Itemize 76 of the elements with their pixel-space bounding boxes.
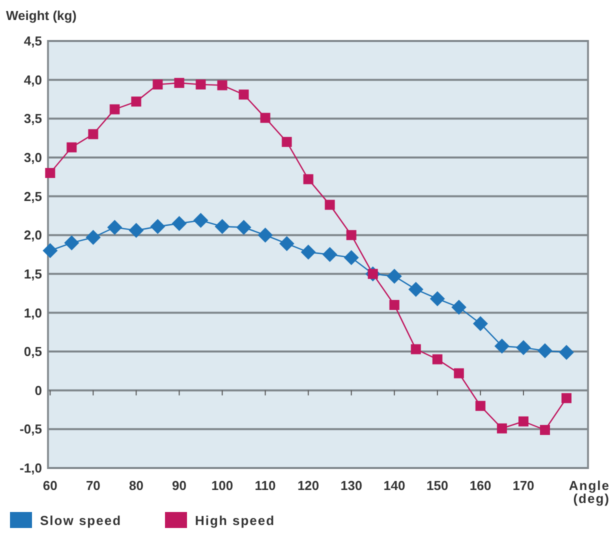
point	[389, 300, 400, 310]
point	[432, 354, 442, 364]
point	[516, 340, 531, 356]
point	[496, 423, 507, 434]
x-tick-label: 170	[512, 478, 534, 493]
point	[152, 79, 163, 90]
point	[110, 104, 120, 114]
x-tick-label: 150	[426, 478, 448, 493]
y-tick-label: 0,5	[24, 344, 42, 360]
point	[451, 300, 466, 315]
x-tick-label: 160	[470, 478, 492, 493]
y-tick-label: -1,0	[20, 460, 42, 476]
y-axis-title: Weight (kg)	[6, 8, 77, 23]
point	[172, 216, 187, 231]
point	[540, 424, 550, 435]
point	[344, 250, 359, 266]
x-tick-label: 100	[211, 478, 234, 493]
point	[42, 243, 58, 258]
point	[561, 393, 572, 404]
point	[64, 235, 80, 250]
point	[238, 90, 249, 100]
x-tick-label: 130	[340, 478, 362, 493]
point	[131, 96, 142, 107]
point	[518, 416, 528, 426]
point	[174, 78, 184, 88]
point	[408, 282, 424, 297]
x-tick-label: 90	[172, 478, 186, 493]
y-tick-label: 2,0	[24, 228, 42, 243]
point	[410, 344, 421, 354]
y-tick-label: -0,5	[20, 422, 42, 437]
point	[300, 244, 316, 260]
y-tick-label: 2,5	[24, 188, 42, 204]
x-tick-label: 110	[254, 478, 276, 493]
point	[454, 368, 464, 378]
point	[258, 228, 273, 243]
point	[66, 142, 77, 152]
point	[282, 136, 292, 147]
point	[475, 400, 486, 411]
point	[537, 343, 552, 358]
point	[45, 168, 56, 178]
point	[322, 247, 338, 262]
point	[236, 220, 252, 235]
point	[128, 222, 144, 238]
point	[217, 80, 228, 90]
x-axis-title: Angle (deg)	[568, 478, 610, 506]
point	[214, 219, 230, 234]
point	[150, 219, 166, 234]
point	[196, 79, 206, 90]
y-tick-label: 3,5	[24, 111, 42, 126]
point	[386, 268, 402, 284]
x-tick-label: 120	[297, 478, 320, 493]
y-tick-label: 1,5	[24, 266, 42, 282]
point	[260, 112, 270, 123]
point	[88, 129, 98, 140]
x-tick-label: 80	[128, 478, 144, 493]
point	[193, 212, 208, 228]
point	[303, 174, 314, 184]
point	[107, 220, 122, 235]
point	[472, 316, 488, 332]
x-tick-label: 60	[42, 478, 58, 493]
y-tick-label: 4,0	[24, 72, 42, 88]
point	[558, 344, 574, 360]
legend-label: Slow speed	[40, 513, 122, 528]
legend-label: High speed	[195, 513, 276, 528]
y-tick-label: 1,0	[24, 305, 42, 320]
x-tick-label: 140	[384, 478, 406, 493]
point	[86, 230, 101, 245]
y-tick-label: 3,0	[24, 150, 42, 166]
y-tick-label: 4,5	[24, 34, 42, 49]
point	[279, 236, 294, 252]
point	[494, 338, 510, 354]
y-tick-label: 0	[34, 382, 42, 398]
point	[324, 200, 335, 210]
x-tick-label: 70	[86, 478, 100, 493]
point	[346, 230, 356, 240]
point	[430, 291, 445, 306]
